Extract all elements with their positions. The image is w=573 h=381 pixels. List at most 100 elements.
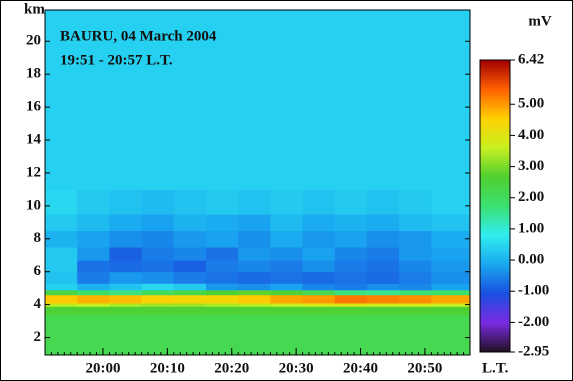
y-tick-label: 12 bbox=[26, 164, 41, 180]
heat-cell bbox=[270, 260, 304, 273]
heat-cell bbox=[238, 10, 271, 190]
heat-cell bbox=[334, 271, 368, 284]
x-tick-label: 20:10 bbox=[150, 360, 185, 376]
heat-cell bbox=[238, 306, 271, 316]
heat-cell bbox=[109, 260, 143, 273]
heat-cell bbox=[173, 260, 207, 273]
heat-cell bbox=[431, 247, 471, 261]
heat-cell bbox=[399, 294, 432, 304]
heat-cell bbox=[302, 189, 336, 215]
heat-cell bbox=[109, 289, 143, 296]
heat-cell bbox=[205, 230, 239, 248]
heat-cell bbox=[334, 189, 368, 215]
heat-cell bbox=[399, 189, 432, 215]
heat-cell bbox=[173, 189, 207, 215]
heat-cell bbox=[431, 314, 471, 356]
heat-cell bbox=[431, 230, 471, 248]
heat-cell bbox=[431, 189, 471, 215]
heat-cell bbox=[431, 283, 471, 291]
heat-cell bbox=[173, 302, 207, 307]
x-tick-label: 20:50 bbox=[407, 360, 442, 376]
heat-cell bbox=[77, 289, 110, 296]
heat-cell bbox=[45, 214, 78, 232]
heat-cell bbox=[141, 230, 175, 248]
heat-cell bbox=[205, 283, 239, 291]
heat-cell bbox=[173, 294, 207, 304]
heat-cell bbox=[399, 247, 432, 261]
heat-cell bbox=[109, 302, 143, 307]
heat-cell bbox=[399, 314, 432, 356]
heat-cell bbox=[302, 302, 336, 307]
colorbar-tick-label: 6.42 bbox=[518, 51, 544, 67]
heat-cell bbox=[45, 260, 78, 273]
heat-cell bbox=[366, 306, 400, 316]
heat-cell bbox=[302, 214, 336, 232]
heat-cell bbox=[141, 260, 175, 273]
heat-cell bbox=[366, 10, 400, 190]
heat-cell bbox=[270, 214, 304, 232]
heat-cell bbox=[238, 189, 271, 215]
heat-cell bbox=[77, 271, 110, 284]
heat-cell bbox=[141, 289, 175, 296]
heat-cell bbox=[45, 230, 78, 248]
y-tick-label: 10 bbox=[26, 197, 41, 213]
heat-cell bbox=[302, 283, 336, 291]
heat-cell bbox=[141, 294, 175, 304]
heat-cell bbox=[109, 294, 143, 304]
heat-cell bbox=[366, 283, 400, 291]
heat-cell bbox=[45, 306, 78, 316]
heat-cell bbox=[109, 314, 143, 356]
heat-cell bbox=[77, 302, 110, 307]
heat-cell bbox=[270, 283, 304, 291]
heat-cell bbox=[205, 271, 239, 284]
heat-cell bbox=[45, 247, 78, 261]
colorbar bbox=[479, 59, 511, 353]
heat-cell bbox=[45, 294, 78, 304]
heat-cell bbox=[173, 230, 207, 248]
heat-cell bbox=[302, 247, 336, 261]
heat-cell bbox=[109, 306, 143, 316]
heat-cell bbox=[109, 214, 143, 232]
y-axis-label: km bbox=[24, 1, 45, 17]
heat-cell bbox=[45, 289, 78, 296]
heat-cell bbox=[366, 189, 400, 215]
heat-cell bbox=[77, 247, 110, 261]
heat-cell bbox=[109, 283, 143, 291]
heat-cell bbox=[431, 289, 471, 296]
heat-cell bbox=[431, 271, 471, 284]
heat-cell bbox=[77, 314, 110, 356]
heat-cell bbox=[109, 271, 143, 284]
heat-cell bbox=[45, 271, 78, 284]
heat-cell bbox=[270, 314, 304, 356]
heat-cell bbox=[205, 214, 239, 232]
heat-cell bbox=[399, 230, 432, 248]
heat-cell bbox=[141, 214, 175, 232]
colorbar-tick-label: -1.00 bbox=[518, 283, 549, 299]
colorbar-tick-label: -2.95 bbox=[518, 343, 549, 359]
heat-cell bbox=[205, 294, 239, 304]
heat-cell bbox=[334, 10, 368, 190]
heat-cell bbox=[302, 10, 336, 190]
heat-cell bbox=[205, 289, 239, 296]
heat-cell bbox=[173, 247, 207, 261]
heat-cell bbox=[238, 230, 271, 248]
heat-cell bbox=[334, 306, 368, 316]
y-tick-label: 20 bbox=[26, 33, 41, 49]
heat-cell bbox=[173, 314, 207, 356]
heat-cell bbox=[205, 306, 239, 316]
heat-cell bbox=[173, 283, 207, 291]
heat-cell bbox=[366, 271, 400, 284]
heat-cell bbox=[399, 306, 432, 316]
heat-cell bbox=[109, 189, 143, 215]
y-tick-label: 4 bbox=[34, 296, 42, 312]
heat-cell bbox=[431, 214, 471, 232]
heat-cell bbox=[141, 306, 175, 316]
heat-cell bbox=[302, 294, 336, 304]
heat-cell bbox=[431, 294, 471, 304]
colorbar-tick-label: 2.00 bbox=[518, 189, 544, 205]
heat-cell bbox=[173, 10, 207, 190]
heat-cell bbox=[109, 230, 143, 248]
heat-cell bbox=[302, 306, 336, 316]
heat-cell bbox=[45, 10, 78, 190]
